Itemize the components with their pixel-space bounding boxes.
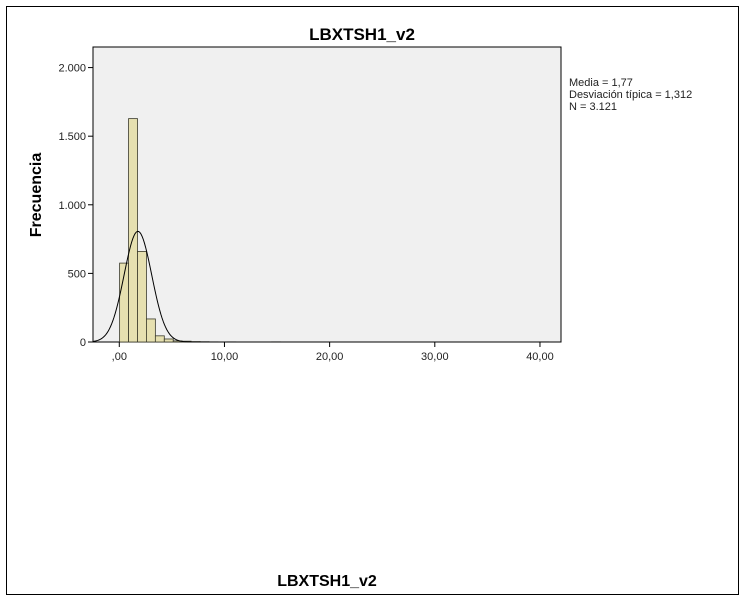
x-tick-label: 40,00 (526, 351, 554, 363)
y-axis: 0 500 1.000 1.500 2.000 (58, 63, 93, 349)
stat-std-dev: Desviación típica = 1,312 (569, 89, 692, 101)
x-axis: ,00 10,00 20,00 30,00 40,00 (112, 342, 554, 363)
histogram-bar (146, 318, 156, 343)
y-tick-label: 2.000 (58, 63, 86, 75)
x-tick-label: 10,00 (211, 351, 239, 363)
y-axis-title: Frecuencia (28, 153, 45, 238)
x-tick-label: 30,00 (421, 351, 449, 363)
normal-curve (92, 230, 561, 343)
x-tick-label: 20,00 (316, 351, 344, 363)
y-tick-label: 0 (80, 337, 86, 349)
y-tick-label: 500 (68, 268, 86, 280)
chart-frame: LBXTSH1_v2 0 500 1.000 1.500 2.000 ,00 10,00 2… (6, 6, 739, 595)
histogram-bar (137, 251, 147, 343)
histogram-bar (154, 335, 165, 343)
y-tick-label: 1.500 (58, 131, 86, 143)
statistics-box: Media = 1,77 Desviación típica = 1,312 N… (569, 77, 692, 113)
histogram-bar (128, 118, 138, 343)
histogram-chart: LBXTSH1_v2 0 500 1.000 1.500 2.000 ,00 10,00 2… (28, 25, 692, 590)
stat-mean: Media = 1,77 (569, 77, 633, 89)
stat-n: N = 3.121 (569, 101, 617, 113)
chart-title: LBXTSH1_v2 (309, 25, 415, 44)
x-tick-label: ,00 (112, 351, 127, 363)
plot-area (92, 46, 562, 343)
histogram-bar (163, 338, 174, 343)
y-tick-label: 1.000 (58, 200, 86, 212)
x-axis-title: LBXTSH1_v2 (277, 573, 377, 590)
